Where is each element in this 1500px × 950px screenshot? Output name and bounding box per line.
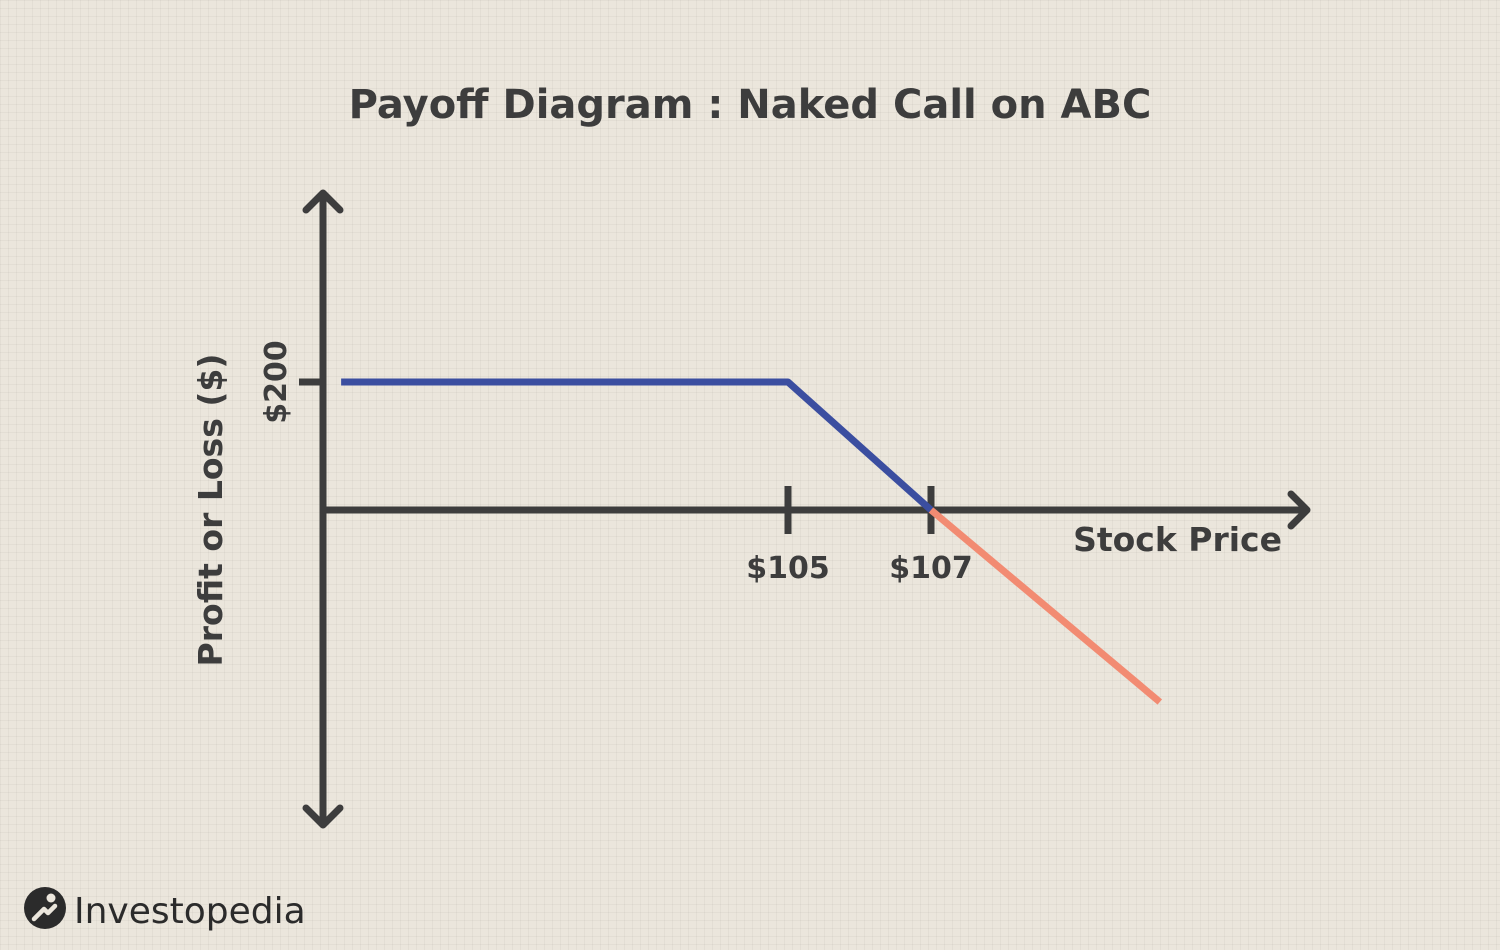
logo-stroke [31, 903, 58, 922]
y-axis-label: Profit or Loss ($) [191, 354, 230, 667]
brand-name: Investopedia [74, 891, 306, 932]
x-tick-label: $105 [746, 551, 830, 586]
axes [302, 189, 1311, 829]
y-axis-arrow-bottom [302, 804, 344, 829]
y-tick-label: $200 [259, 340, 294, 424]
brand-logo: Investopedia [24, 887, 306, 932]
series-line-1 [341, 378, 934, 513]
x-axis-label: Stock Price [1073, 520, 1282, 559]
series-layer [341, 378, 1163, 705]
series-line-2 [928, 507, 1163, 705]
chart-title: Payoff Diagram : Naked Call on ABC [349, 82, 1152, 128]
y-axis-arrow-top [302, 189, 344, 214]
ticks: $105 $107 $200 [259, 340, 973, 586]
x-tick-label: $107 [889, 551, 973, 586]
logo-dot [46, 893, 56, 903]
x-axis-arrow [1287, 490, 1311, 530]
